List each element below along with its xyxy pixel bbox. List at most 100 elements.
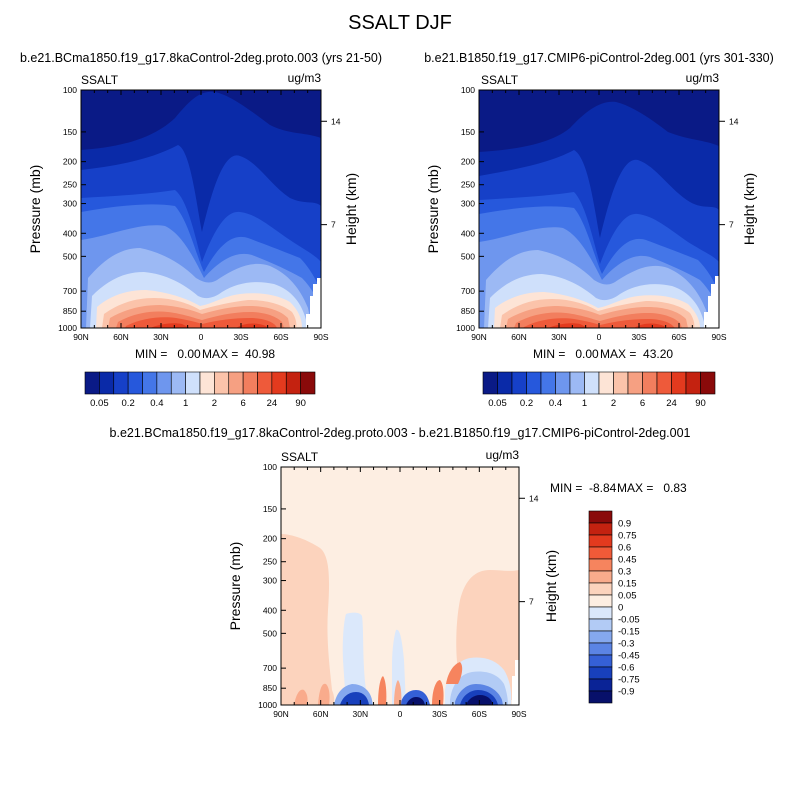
latitude-tick-label: 90S xyxy=(511,709,526,719)
pressure-tick-label: 100 xyxy=(263,462,277,472)
colorbar-swatch xyxy=(555,371,571,395)
field-negative-nh-core xyxy=(340,692,369,705)
pressure-tick-label: 500 xyxy=(461,251,475,261)
colorbar-swatch xyxy=(588,594,613,608)
main-title: SSALT DJF xyxy=(348,12,452,34)
pressure-tick-label: 250 xyxy=(461,180,475,190)
pressure-tick-label: 100 xyxy=(63,85,77,95)
panel-3: b.e21.BCma1850.f19_g17.8kaControl-2deg.p… xyxy=(110,426,691,719)
panel-2-max-text: MAX = 43.20 xyxy=(600,347,673,361)
latitude-tick-label: 60S xyxy=(472,709,487,719)
height-tick-label: 7 xyxy=(529,597,534,607)
pressure-tick-label: 1000 xyxy=(58,323,77,333)
colorbar-swatch xyxy=(300,371,316,395)
colorbar-swatch xyxy=(588,582,613,596)
height-tick-label: 14 xyxy=(729,116,739,126)
colorbar-label: 24 xyxy=(267,398,278,409)
panel-1-y2label: Height (km) xyxy=(343,173,359,245)
panel-1: b.e21.BCma1850.f19_g17.8kaControl-2deg.p… xyxy=(20,51,382,409)
pressure-tick-label: 1000 xyxy=(258,700,277,710)
colorbar-label: -0.75 xyxy=(618,675,640,686)
colorbar-label: 0.05 xyxy=(618,591,637,602)
colorbar-swatch xyxy=(185,371,201,395)
latitude-tick-label: 30S xyxy=(631,332,646,342)
colorbar-label: 0.75 xyxy=(618,531,637,542)
colorbar-label: 2 xyxy=(611,398,616,409)
colorbar-swatch xyxy=(113,371,129,395)
field-negative-column-nh xyxy=(342,612,366,705)
latitude-tick-label: 0 xyxy=(199,332,204,342)
pressure-tick-label: 200 xyxy=(461,157,475,167)
colorbar-swatch xyxy=(540,371,556,395)
colorbar-label: 0.9 xyxy=(618,519,631,530)
panel-3-y2label: Height (km) xyxy=(543,550,559,622)
colorbar-swatch xyxy=(588,630,613,644)
latitude-tick-label: 90N xyxy=(471,332,487,342)
colorbar-swatch xyxy=(242,371,258,395)
pressure-tick-label: 850 xyxy=(461,306,475,316)
colorbar-label: 0.45 xyxy=(618,555,637,566)
colorbar-label: 6 xyxy=(640,398,645,409)
colorbar-swatch xyxy=(228,371,244,395)
colorbar-label: 1 xyxy=(183,398,188,409)
latitude-tick-label: 30S xyxy=(233,332,248,342)
colorbar-swatch xyxy=(588,606,613,620)
colorbar-swatch xyxy=(588,678,613,692)
colorbar-swatch xyxy=(588,546,613,560)
panel-3-field xyxy=(281,467,519,705)
latitude-tick-label: 30N xyxy=(153,332,169,342)
pressure-tick-label: 250 xyxy=(263,557,277,567)
colorbar-label: 0 xyxy=(618,603,623,614)
height-tick-label: 14 xyxy=(331,116,341,126)
colorbar-swatch xyxy=(685,371,701,395)
panel-2-min-text: MIN = 0.00 xyxy=(533,347,599,361)
panel-2-field xyxy=(479,90,719,328)
latitude-tick-label: 0 xyxy=(597,332,602,342)
colorbar-label: 24 xyxy=(666,398,677,409)
colorbar-swatch xyxy=(170,371,186,395)
panel-1-axes: 100 150 200 250 300 400 500 700 850 1000 14 7 90N 60N… xyxy=(58,85,341,342)
colorbar-swatch xyxy=(156,371,172,395)
colorbar-swatch xyxy=(271,371,287,395)
colorbar-label: 2 xyxy=(212,398,217,409)
field-negative-column-eq xyxy=(392,629,406,705)
latitude-tick-label: 30N xyxy=(551,332,567,342)
latitude-tick-label: 90S xyxy=(313,332,328,342)
colorbar-swatch xyxy=(588,510,613,524)
panel-3-axes: 100 150 200 250 300 400 500 700 850 1000 14 7 90N 60N… xyxy=(258,462,539,719)
panel-1-field xyxy=(81,90,321,328)
latitude-tick-label: 60S xyxy=(671,332,686,342)
latitude-tick-label: 60S xyxy=(273,332,288,342)
colorbar-swatch xyxy=(588,654,613,668)
pressure-tick-label: 300 xyxy=(263,576,277,586)
field-positive-lowlevel-4 xyxy=(394,680,402,705)
pressure-tick-label: 700 xyxy=(63,286,77,296)
colorbar-swatch xyxy=(285,371,301,395)
field-missing-data xyxy=(704,276,719,328)
panel-2-var-label: SSALT xyxy=(481,73,519,87)
colorbar-swatch xyxy=(142,371,158,395)
colorbar-swatch xyxy=(588,666,613,680)
panel-3-ylabel: Pressure (mb) xyxy=(227,542,243,631)
colorbar-label: 0.6 xyxy=(618,543,631,554)
colorbar-label: -0.45 xyxy=(618,651,640,662)
pressure-tick-label: 500 xyxy=(63,251,77,261)
field-positive-lowlevel-1 xyxy=(294,689,308,705)
latitude-tick-label: 90S xyxy=(711,332,726,342)
colorbar-label: 0.05 xyxy=(488,398,507,409)
colorbar-label: -0.9 xyxy=(618,687,634,698)
colorbar-swatch xyxy=(588,570,613,584)
panel-2-colorbar: 0.05 0.2 0.4 1 2 6 24 90 xyxy=(482,371,716,409)
pressure-tick-label: 300 xyxy=(461,199,475,209)
pressure-tick-label: 400 xyxy=(461,228,475,238)
pressure-tick-label: 700 xyxy=(263,663,277,673)
pressure-tick-label: 1000 xyxy=(456,323,475,333)
colorbar-swatch xyxy=(671,371,687,395)
colorbar-label: 0.2 xyxy=(520,398,533,409)
pressure-tick-label: 150 xyxy=(461,127,475,137)
panel-1-units-label: ug/m3 xyxy=(288,71,322,85)
colorbar-label: -0.05 xyxy=(618,615,640,626)
pressure-tick-label: 250 xyxy=(63,180,77,190)
colorbar-swatch xyxy=(257,371,273,395)
colorbar-label: -0.15 xyxy=(618,627,640,638)
